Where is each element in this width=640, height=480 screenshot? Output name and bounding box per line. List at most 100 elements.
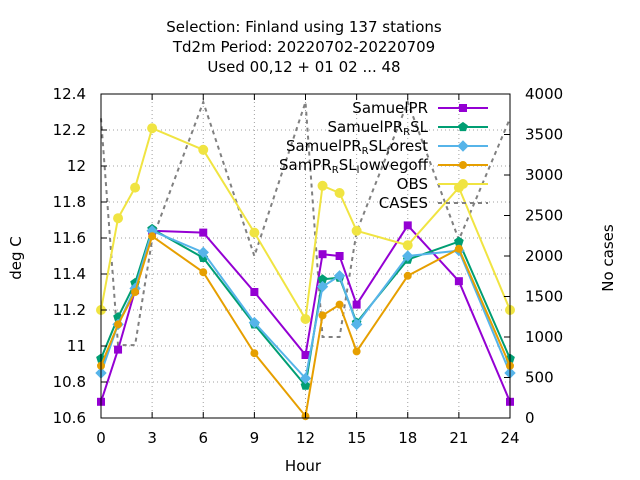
series-point [250, 288, 259, 296]
y2-tick-label: 4000 [525, 85, 563, 103]
legend-item: SamuelPRRSLforest [286, 137, 488, 157]
legend-label-part: OBS [397, 175, 428, 193]
legend-label-part: SamuelPR [286, 137, 362, 155]
legend-label-part: orest [390, 137, 428, 155]
legend-label: CASES [379, 194, 428, 212]
series-point [335, 300, 344, 309]
series-point [198, 144, 209, 155]
series-point [352, 347, 361, 356]
y2-axis-label: No cases [599, 224, 617, 292]
series-point [458, 121, 468, 132]
x-tick-label: 0 [96, 429, 106, 447]
series-point [402, 250, 414, 262]
chart-title: Selection: Finland using 137 stations Td… [166, 18, 442, 76]
series-point [402, 240, 413, 251]
series-point [130, 182, 141, 193]
y2-tick-label: 1000 [525, 328, 563, 346]
series-point [250, 349, 259, 358]
series-point [199, 228, 208, 237]
y-tick-label: 11.4 [53, 265, 86, 283]
series-point [197, 246, 209, 259]
legend-item: SamPRRSLlowvegoff [279, 156, 488, 176]
legend-label-part: R [362, 146, 369, 157]
legend-label: SamuelPRRSL [327, 118, 428, 138]
series-point [333, 270, 346, 282]
legend-label-part: SamuelPR [327, 118, 403, 136]
series-point [454, 244, 463, 253]
title-line-2: Td2m Period: 20220702-20220709 [172, 38, 435, 56]
series-point [318, 311, 327, 320]
series-obs [96, 123, 515, 324]
series-point [459, 161, 467, 169]
series-point [249, 227, 260, 238]
series-point [403, 271, 412, 280]
series-point [454, 277, 463, 286]
legend-label-part: f [387, 146, 391, 157]
y2-tick-label: 0 [525, 409, 535, 427]
legend-label-part: R [332, 165, 339, 176]
legend-label-part: l [357, 165, 360, 176]
series-point [147, 123, 158, 134]
legend-label-part: SamuelPR [352, 99, 428, 117]
x-tick-label: 9 [250, 429, 260, 447]
y2-tick-label: 3000 [525, 166, 563, 184]
series-point [131, 288, 140, 296]
legend-label: OBS [397, 175, 428, 193]
cases-series [100, 99, 511, 347]
series-point [318, 250, 327, 259]
legend-label-part: SamPR [279, 156, 332, 174]
y-tick-label: 10.6 [53, 409, 86, 427]
x-tick-label: 18 [398, 429, 417, 447]
legend-label-part: owvegoff [359, 156, 428, 174]
series-samuelpr-rsl-forest [95, 225, 516, 385]
y2-tick-label: 1500 [525, 288, 563, 306]
y-tick-label: 12.2 [53, 121, 86, 139]
series-point [457, 140, 469, 152]
x-tick-label: 21 [449, 429, 468, 447]
y2-tick-label: 3500 [525, 126, 563, 144]
series-point [458, 179, 468, 189]
series-point [114, 320, 123, 329]
legend-item: OBS [397, 175, 488, 193]
series-point [299, 372, 312, 385]
y2-tick-label: 2000 [525, 247, 563, 265]
series-point [316, 280, 329, 293]
series-layer [95, 123, 516, 421]
x-tick-label: 12 [296, 429, 315, 447]
series-point [248, 316, 261, 329]
legend: SamuelPRSamuelPRRSLSamuelPRRSLforestSamP… [279, 99, 488, 212]
series-point [352, 300, 361, 309]
legend-label: SamPRRSLlowvegoff [279, 156, 429, 176]
y-tick-label: 10.8 [53, 373, 86, 391]
y-tick-label: 12 [67, 157, 86, 175]
series-point [114, 345, 123, 354]
x-axis-label: Hour [285, 457, 322, 475]
legend-label-part: SL [410, 118, 429, 136]
series-point [113, 213, 124, 224]
series-point [351, 225, 362, 236]
legend-label-part: R [403, 127, 410, 138]
series-point [403, 221, 412, 230]
x-tick-label: 15 [347, 429, 366, 447]
y2-tick-label: 2500 [525, 207, 563, 225]
series-point [300, 380, 311, 390]
series-point [199, 268, 208, 277]
legend-label-part: SL [339, 156, 358, 174]
series-point [301, 351, 310, 359]
legend-label: SamuelPR [352, 99, 428, 117]
legend-label-part: SL [369, 137, 388, 155]
y-tick-label: 11 [67, 337, 86, 355]
legend-label: SamuelPRRSLforest [286, 137, 428, 157]
series-point [459, 104, 467, 112]
series-point [300, 314, 311, 324]
axes: 0 3 6 9 12 15 18 21 24 10.6 10.8 11 11.2 11.4 11.6 11.8… [53, 85, 564, 447]
series-point [148, 232, 157, 241]
title-line-1: Selection: Finland using 137 stations [166, 18, 442, 36]
x-tick-label: 24 [500, 429, 519, 447]
series-point [335, 252, 344, 260]
y-axis-label: deg C [7, 236, 25, 280]
y-tick-label: 12.4 [53, 85, 86, 103]
x-tick-label: 3 [147, 429, 157, 447]
legend-item: SamuelPR [352, 99, 488, 117]
